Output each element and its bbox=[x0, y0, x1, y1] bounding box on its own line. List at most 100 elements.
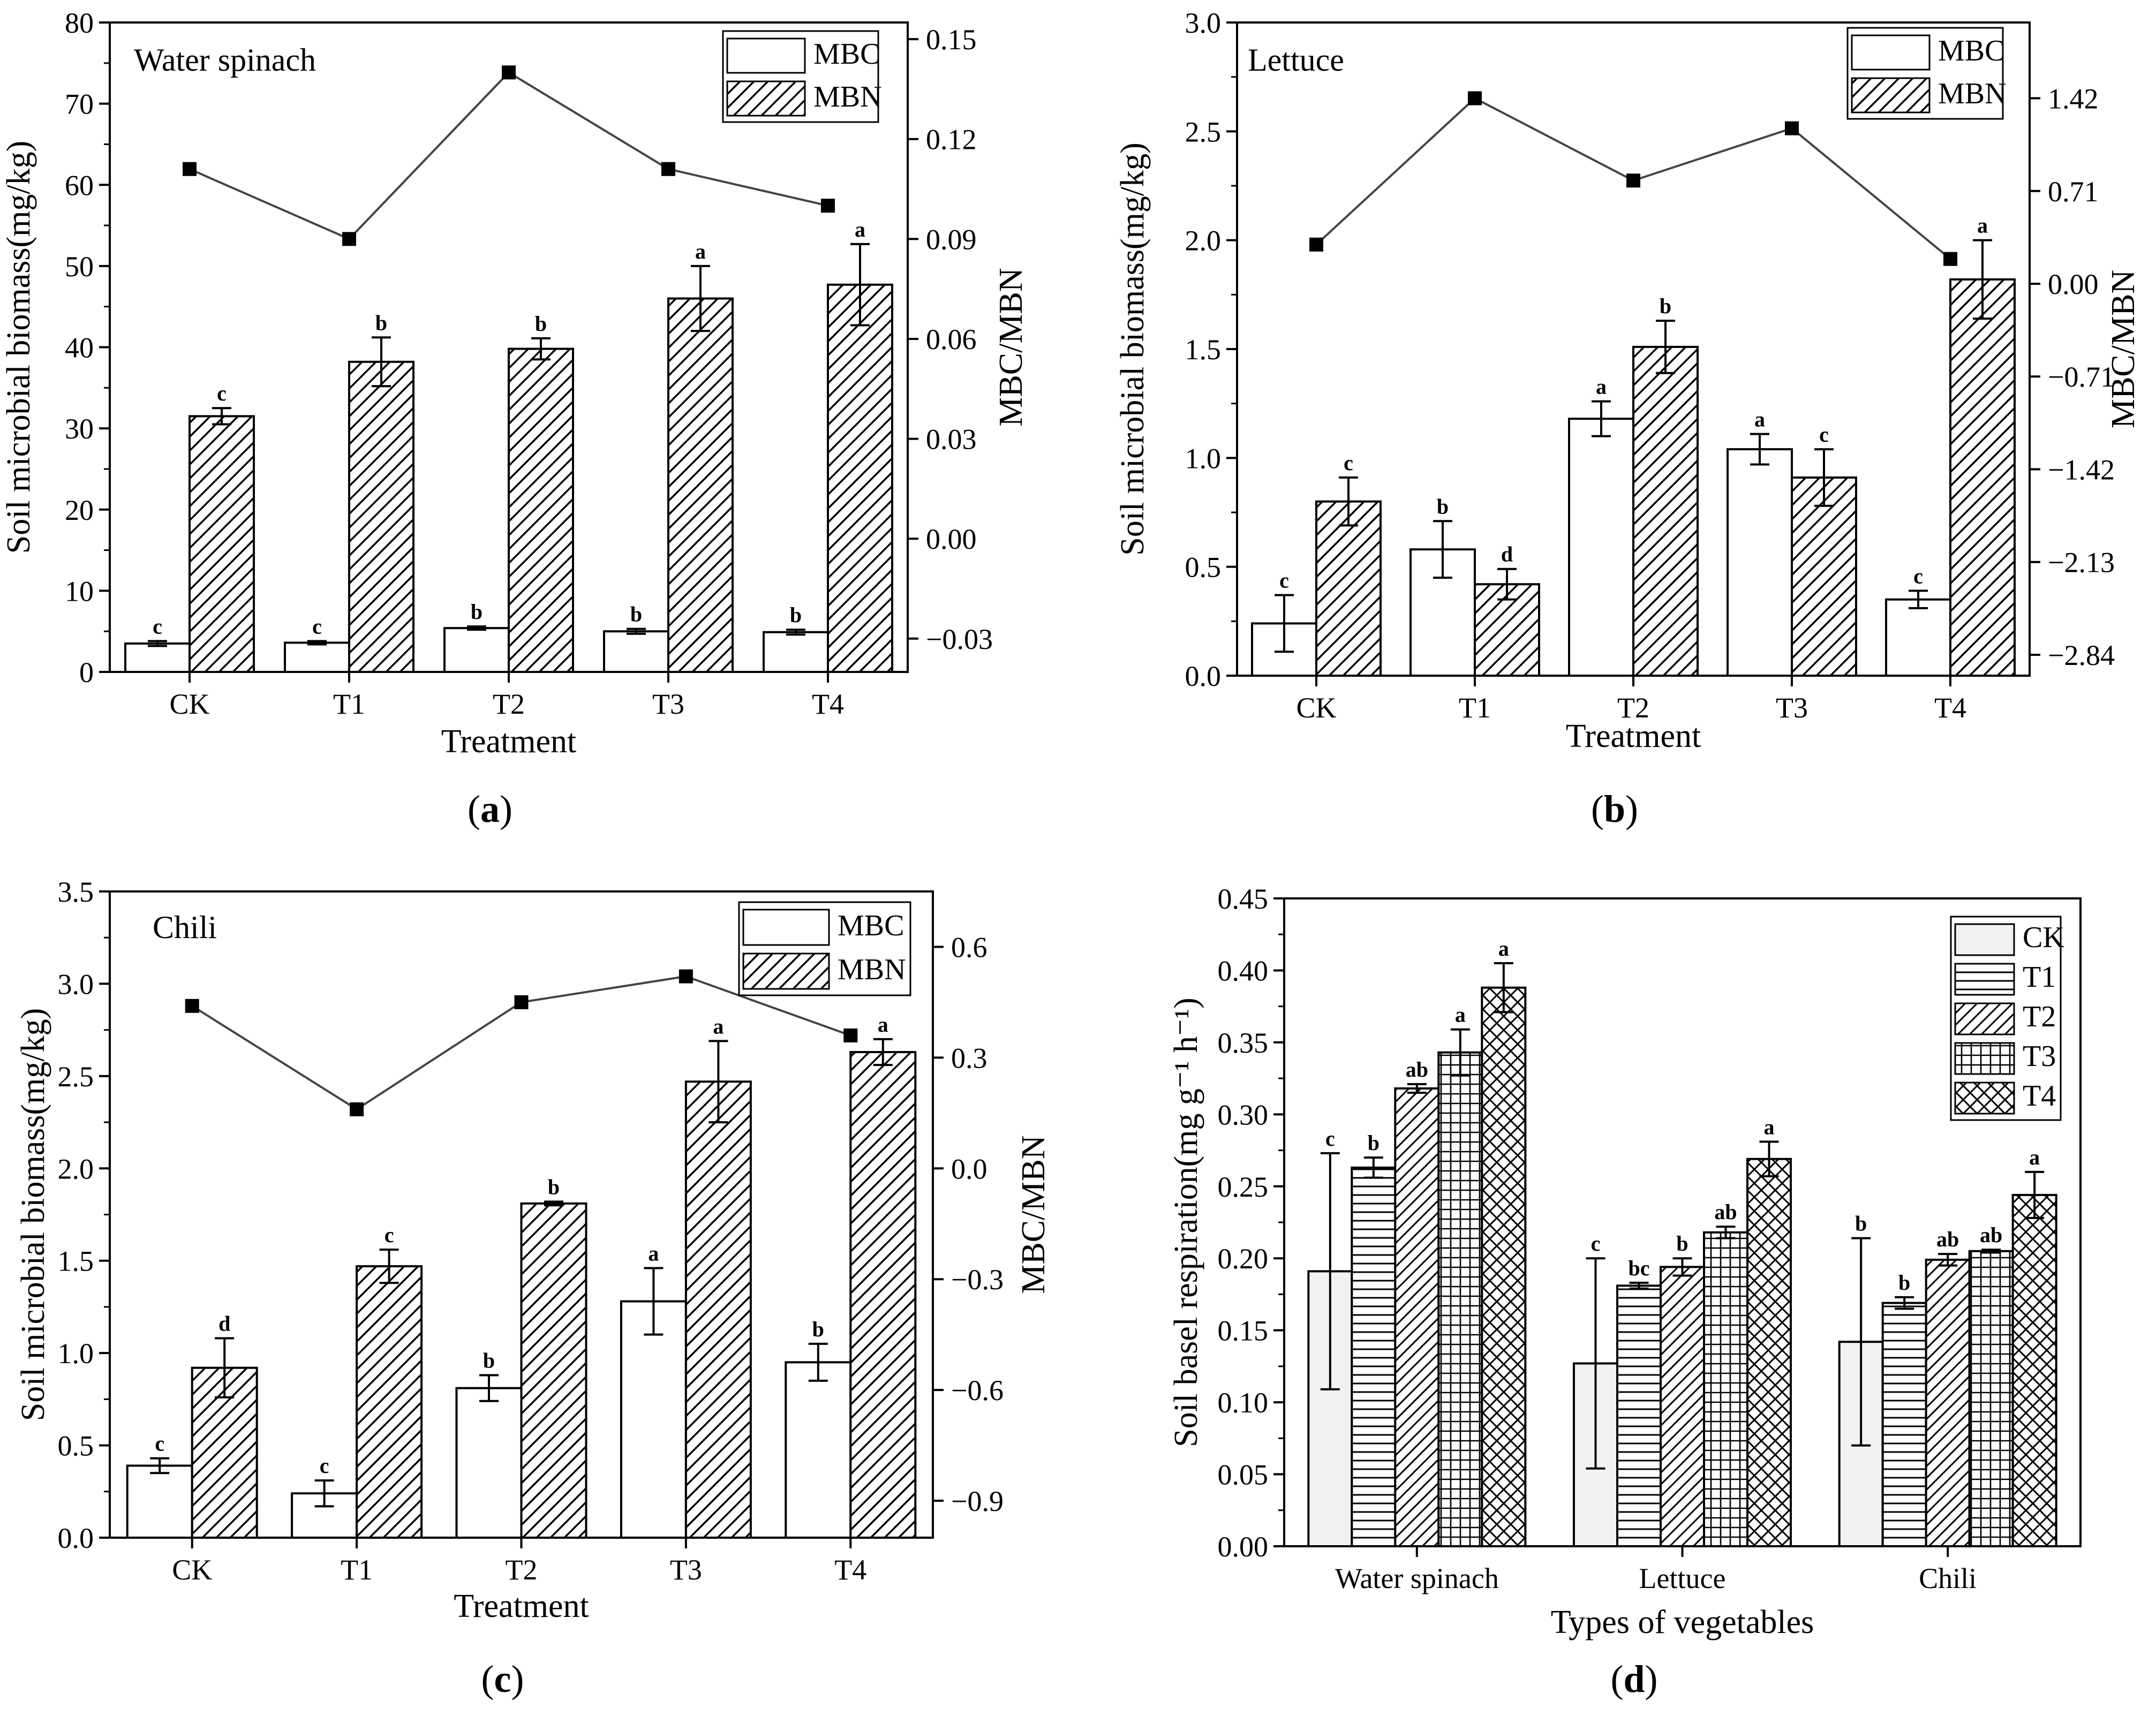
y2-tick-label: 0.15 bbox=[926, 24, 977, 56]
legend-swatch-t1 bbox=[1954, 963, 2015, 996]
significance-label: c bbox=[1344, 451, 1353, 475]
significance-label: c bbox=[1325, 1126, 1335, 1151]
ratio-marker bbox=[1943, 252, 1957, 266]
ratio-marker bbox=[1626, 173, 1640, 188]
bar-t4-water-spinach bbox=[1481, 986, 1527, 1547]
significance-label: b bbox=[1855, 1212, 1867, 1236]
significance-label: c bbox=[385, 1223, 394, 1247]
bar-mbn-t1 bbox=[356, 1265, 423, 1539]
y-tick-label: 3.0 bbox=[1185, 7, 1222, 39]
x-tick-label: Water spinach bbox=[1335, 1562, 1499, 1594]
ratio-marker bbox=[1785, 121, 1799, 135]
legend-swatch-ck bbox=[1954, 923, 2015, 956]
y-tick-label: 30 bbox=[65, 413, 94, 445]
y-tick-label: 0.5 bbox=[58, 1430, 94, 1462]
legend-swatch-t4 bbox=[1954, 1082, 2015, 1115]
y-tick-label: 0.20 bbox=[1218, 1243, 1269, 1275]
legend-swatch-mbn bbox=[726, 80, 806, 117]
bar-mbn-t2 bbox=[1632, 345, 1699, 677]
y2-tick-label: 0.12 bbox=[926, 124, 977, 156]
legend-label-t2: T2 bbox=[2023, 1000, 2056, 1033]
significance-label: b bbox=[1368, 1131, 1379, 1155]
y-axis-label: Soil microbial biomass(mg/kg) bbox=[1, 141, 37, 554]
x-tick-label: T3 bbox=[1776, 692, 1808, 724]
y2-tick-label: 1.42 bbox=[2048, 83, 2099, 115]
bar-mbn-ck bbox=[1315, 500, 1382, 677]
y-tick-label: 1.0 bbox=[1185, 442, 1222, 474]
significance-label: c bbox=[217, 381, 227, 405]
y-tick-label: 0 bbox=[79, 656, 94, 689]
significance-label: ab bbox=[1714, 1200, 1737, 1224]
bar-mbn-ck bbox=[189, 415, 255, 673]
significance-label: c bbox=[1913, 564, 1923, 588]
bar-mbn-t1 bbox=[348, 360, 414, 673]
y2-tick-label: −1.42 bbox=[2048, 453, 2115, 486]
bar-t1-chili bbox=[1881, 1302, 1927, 1548]
y-tick-label: 1.5 bbox=[58, 1245, 94, 1277]
x-tick-label: Lettuce bbox=[1639, 1562, 1726, 1594]
bar-mbc-t2 bbox=[443, 627, 510, 674]
y-tick-label: 10 bbox=[65, 575, 94, 607]
ratio-marker bbox=[1309, 237, 1323, 252]
legend-label-mbn: MBN bbox=[813, 80, 882, 114]
x-tick-label: T2 bbox=[493, 688, 525, 720]
significance-label: a bbox=[648, 1242, 659, 1266]
significance-label: a bbox=[1764, 1115, 1775, 1139]
y-tick-label: 0.0 bbox=[58, 1522, 94, 1554]
ratio-marker bbox=[502, 65, 516, 80]
bar-mbn-t4 bbox=[827, 283, 893, 673]
bar-t3-chili bbox=[1968, 1250, 2014, 1548]
significance-label: b bbox=[1660, 294, 1671, 318]
y-tick-label: 70 bbox=[65, 88, 94, 120]
significance-label: a bbox=[713, 1014, 723, 1038]
bar-mbn-t3 bbox=[1791, 476, 1857, 677]
significance-label: c bbox=[1819, 422, 1829, 447]
bar-mbn-t2 bbox=[508, 347, 574, 673]
x-tick-label: Chili bbox=[1919, 1562, 1977, 1594]
legend-swatch-mbc bbox=[1851, 34, 1931, 71]
significance-label: b bbox=[1437, 494, 1449, 518]
legend-swatch-t2 bbox=[1954, 1002, 2015, 1035]
x-tick-label: T2 bbox=[1617, 692, 1649, 724]
legend: MBC MBN bbox=[738, 901, 911, 996]
significance-label: a bbox=[1596, 375, 1607, 399]
legend: CK T1 T2 T3 T4 bbox=[1950, 916, 2064, 1121]
x-tick-label: T4 bbox=[1934, 692, 1966, 724]
x-tick-label: CK bbox=[172, 1554, 212, 1586]
y-tick-label: 40 bbox=[65, 332, 94, 364]
panel-label: (c) bbox=[481, 1658, 524, 1700]
significance-label: a bbox=[855, 217, 865, 241]
panel-title: Chili bbox=[153, 910, 217, 945]
ratio-marker bbox=[661, 162, 675, 176]
significance-label: a bbox=[1977, 214, 1988, 238]
significance-label: a bbox=[2029, 1145, 2040, 1169]
ratio-marker bbox=[342, 232, 356, 246]
panel-title: Water spinach bbox=[134, 42, 316, 78]
significance-label: c bbox=[312, 614, 322, 638]
significance-label: b bbox=[630, 602, 642, 626]
ratio-marker bbox=[185, 999, 199, 1013]
bar-mbc-t4 bbox=[763, 631, 829, 673]
chart-panel-a: c c b b b c b b a a 0 10 20 30 40 50 60 70 80 CK T1 T2 T3 T4 Tre… bbox=[1, 7, 1029, 830]
legend-swatch-mbc bbox=[742, 909, 830, 946]
ratio-marker bbox=[1468, 91, 1482, 105]
y-tick-label: 0.30 bbox=[1218, 1099, 1269, 1131]
y2-tick-label: 0.09 bbox=[926, 223, 977, 255]
y2-tick-label: −0.6 bbox=[951, 1374, 1004, 1407]
significance-label: c bbox=[1591, 1231, 1601, 1256]
bar-mbc-t4 bbox=[785, 1361, 852, 1539]
y-axis-label: Soil microbial biomass(mg/kg) bbox=[15, 1008, 51, 1421]
significance-label: c bbox=[153, 614, 162, 638]
x-tick-label: CK bbox=[1296, 692, 1336, 724]
ratio-marker bbox=[821, 199, 835, 213]
panel-label: (a) bbox=[468, 788, 512, 830]
panel-letter: d bbox=[1623, 1658, 1645, 1700]
bar-mbc-ck bbox=[126, 1464, 193, 1539]
y-tick-label: 0.10 bbox=[1218, 1387, 1269, 1419]
panel-letter: c bbox=[494, 1658, 511, 1700]
bar-mbc-t2 bbox=[455, 1387, 523, 1539]
y-tick-label: 0.15 bbox=[1218, 1315, 1269, 1347]
legend-swatch-t3 bbox=[1954, 1042, 2015, 1075]
bar-mbc-t4 bbox=[1885, 598, 1951, 677]
